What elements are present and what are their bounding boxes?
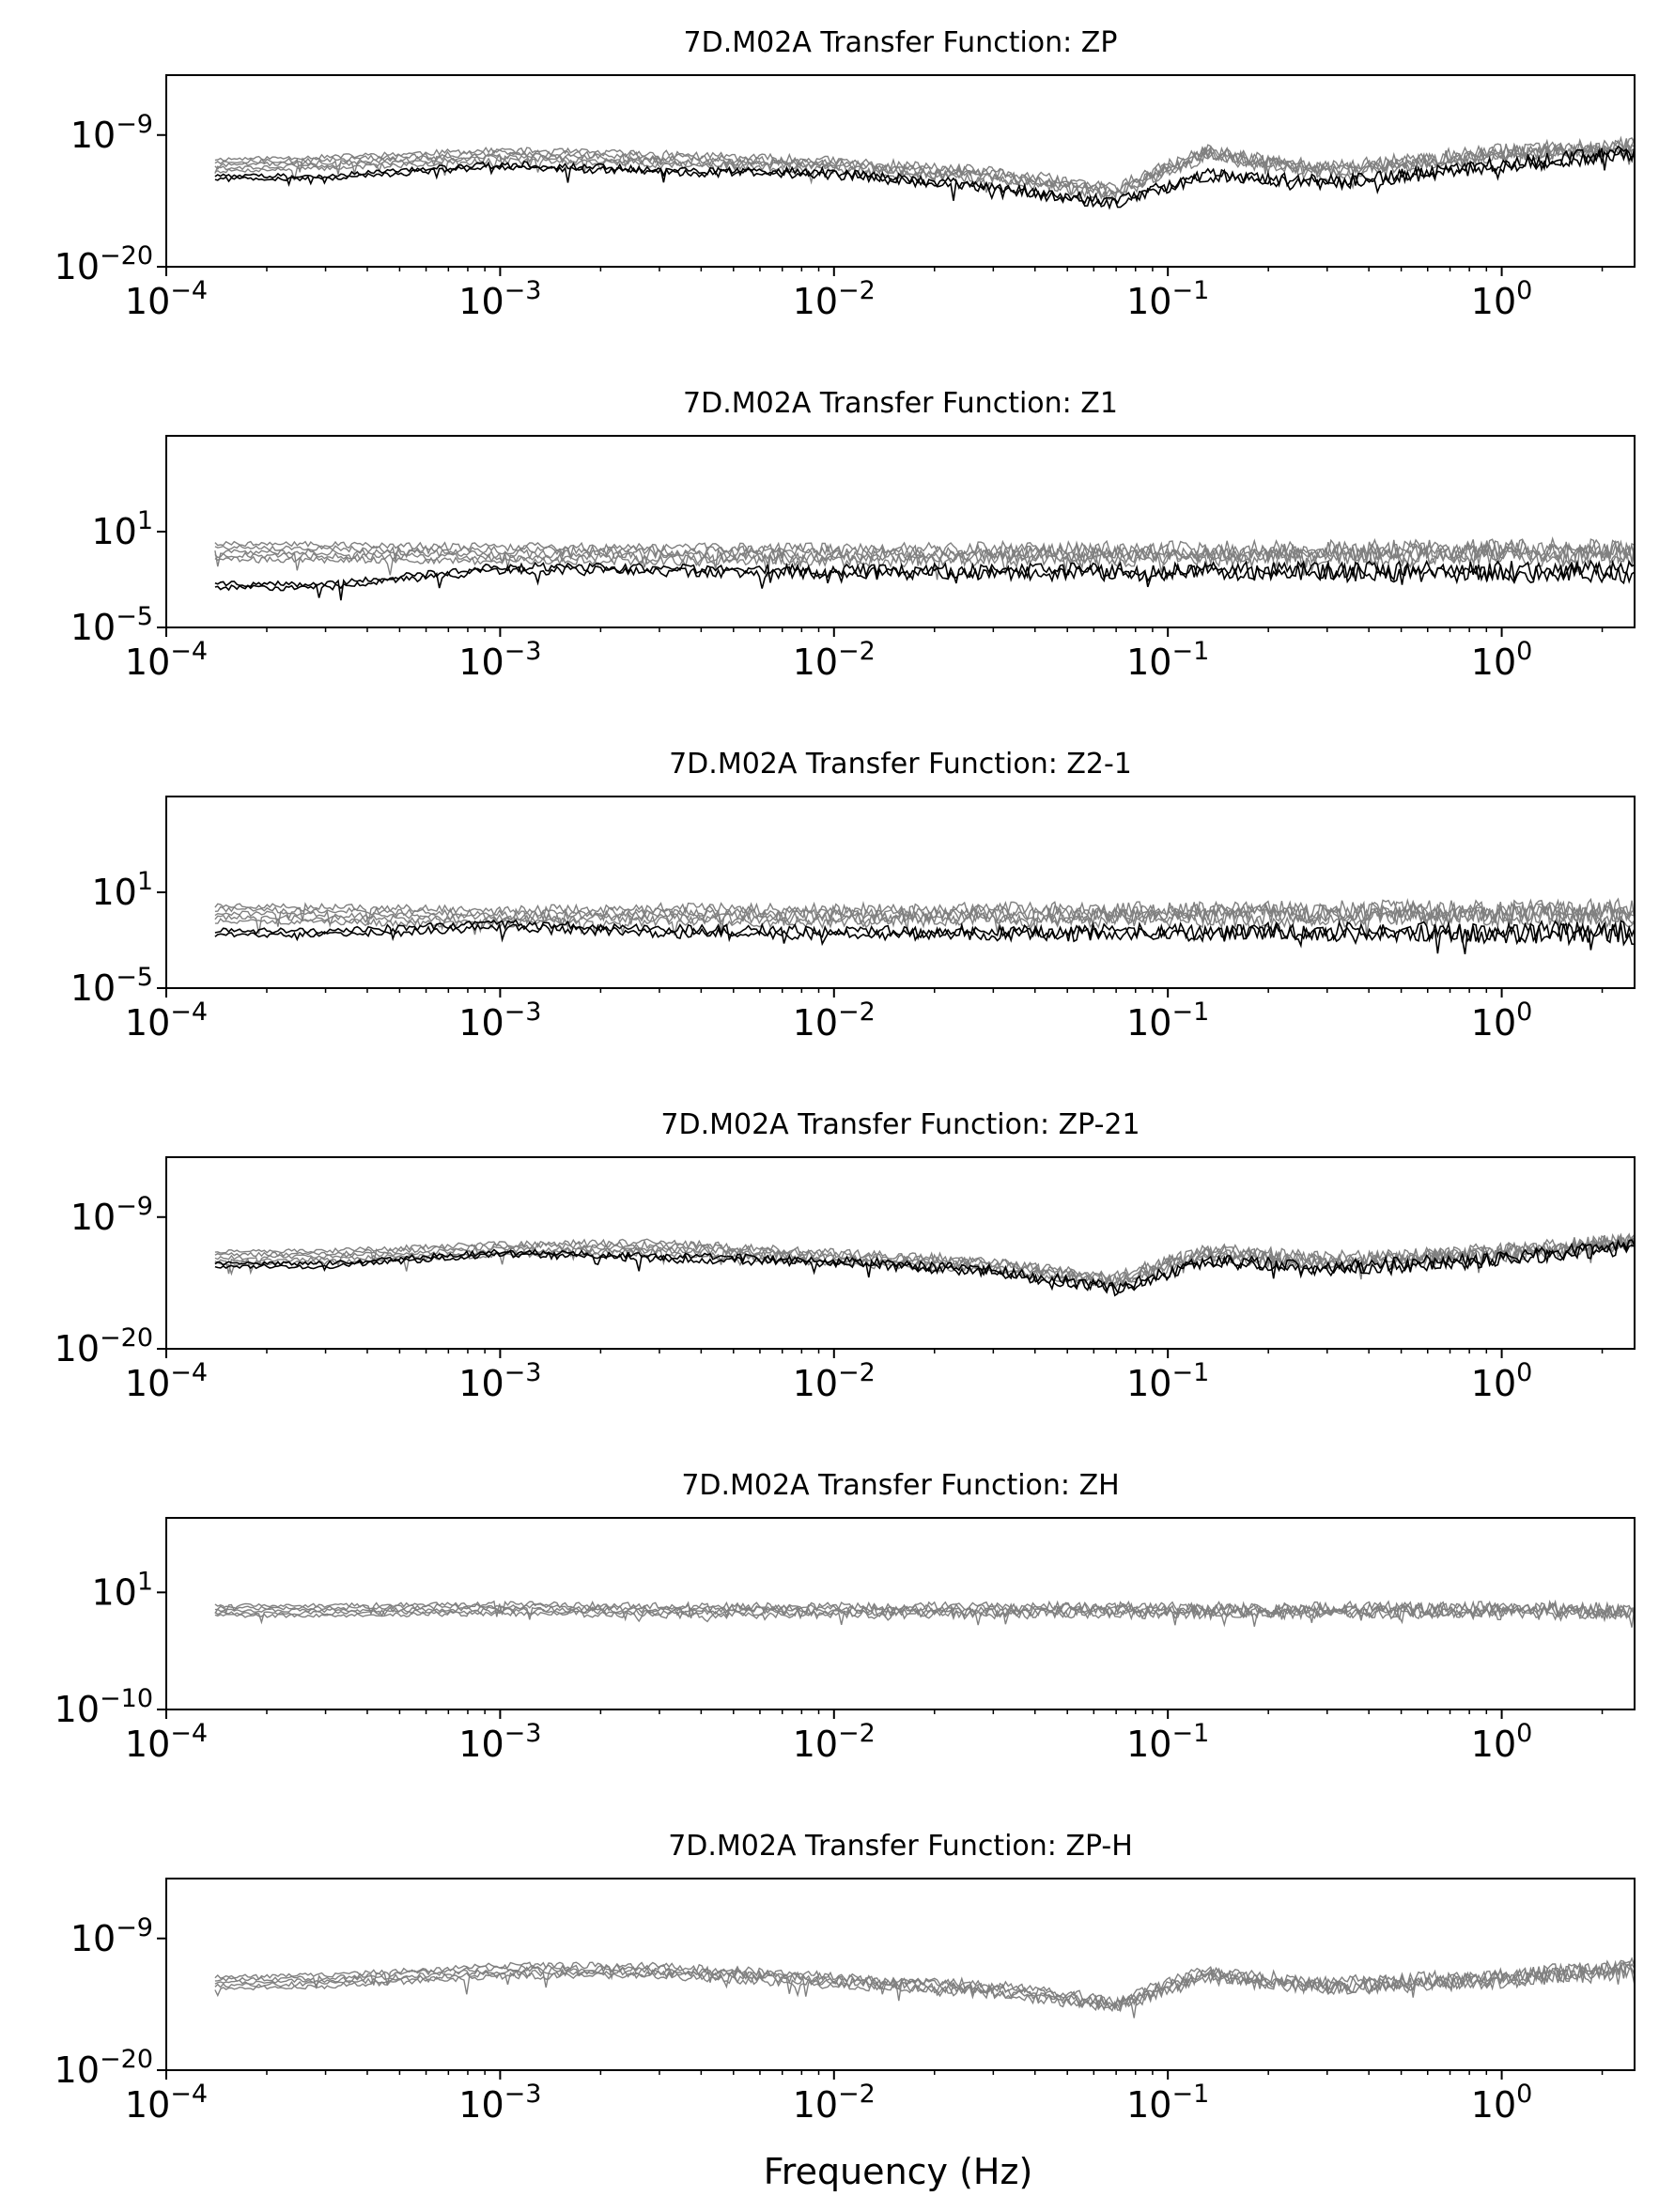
subplot-title: 7D.M02A Transfer Function: Z1 — [683, 387, 1118, 420]
figure-xlabel: Frequency (Hz) — [764, 2151, 1033, 2192]
subplot-title: 7D.M02A Transfer Function: ZP — [684, 26, 1118, 59]
subplot-title: 7D.M02A Transfer Function: ZP-21 — [660, 1108, 1140, 1141]
subplot-title: 7D.M02A Transfer Function: ZP-H — [668, 1830, 1133, 1863]
subplot-title: 7D.M02A Transfer Function: ZH — [681, 1469, 1119, 1502]
subplot-title: 7D.M02A Transfer Function: Z2-1 — [669, 748, 1132, 781]
